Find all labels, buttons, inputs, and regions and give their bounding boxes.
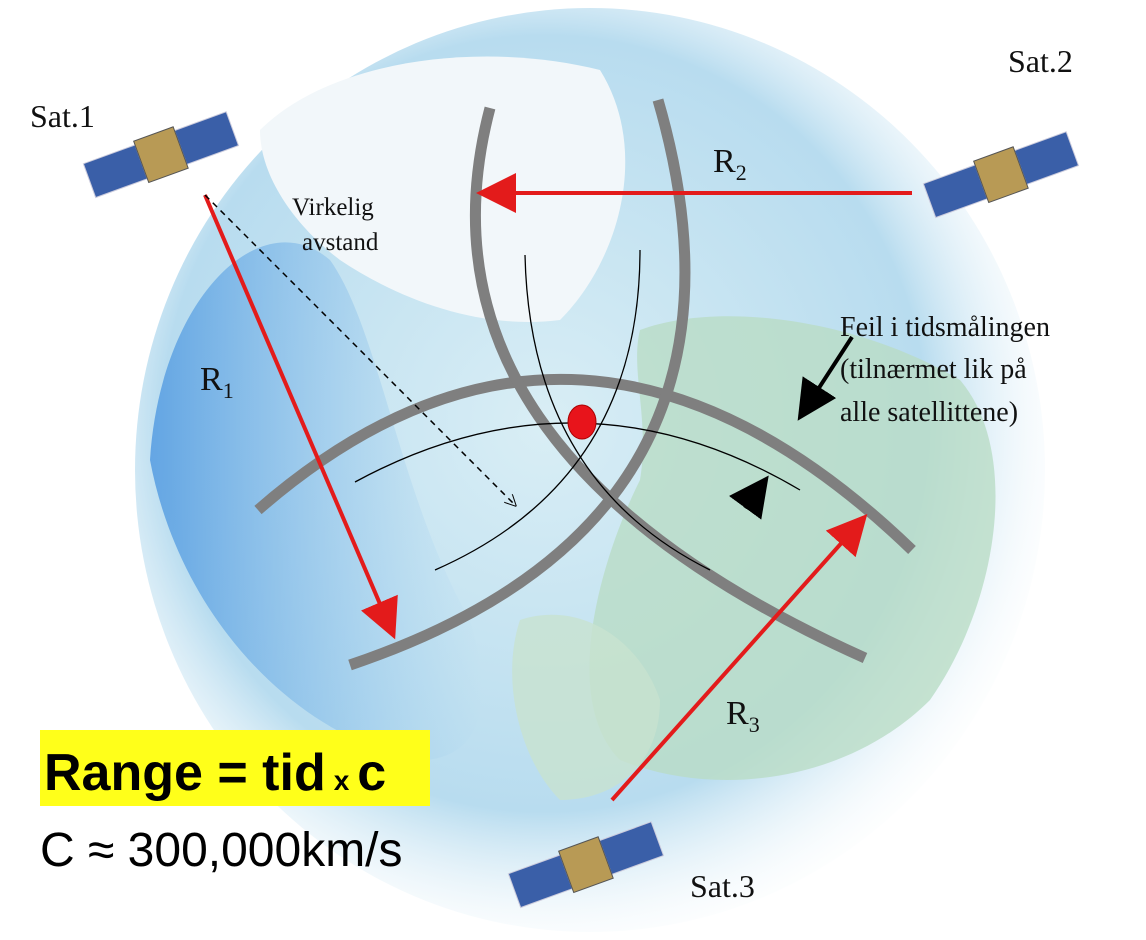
- annotation: alle satellittene): [840, 397, 1018, 428]
- error-arrow: [797, 335, 854, 421]
- satellite-icons: [82, 111, 1080, 909]
- range-label: R2: [713, 143, 747, 185]
- true-distance-arrow: [204, 194, 515, 505]
- range-arcs: [254, 98, 916, 671]
- error-arrow: [728, 475, 769, 520]
- formula: Range = tid x c: [44, 744, 386, 802]
- annotation: avstand: [302, 229, 379, 256]
- annotation: (tilnærmet lik på: [840, 354, 1027, 385]
- range-arrows: [203, 173, 912, 802]
- range-label: R3: [726, 695, 760, 737]
- annotation: Virkelig: [292, 194, 374, 221]
- range-label: R1: [200, 361, 234, 403]
- satellite-label: Sat.3: [690, 868, 755, 904]
- satellite-label: Sat.2: [1008, 43, 1073, 79]
- formula-highlight: [40, 730, 430, 806]
- speed-text: C ≈ 300,000km/s: [40, 824, 403, 877]
- annotation: Feil i tidsmålingen: [840, 312, 1050, 343]
- position-point: [567, 404, 597, 440]
- satellite-label: Sat.1: [30, 98, 95, 134]
